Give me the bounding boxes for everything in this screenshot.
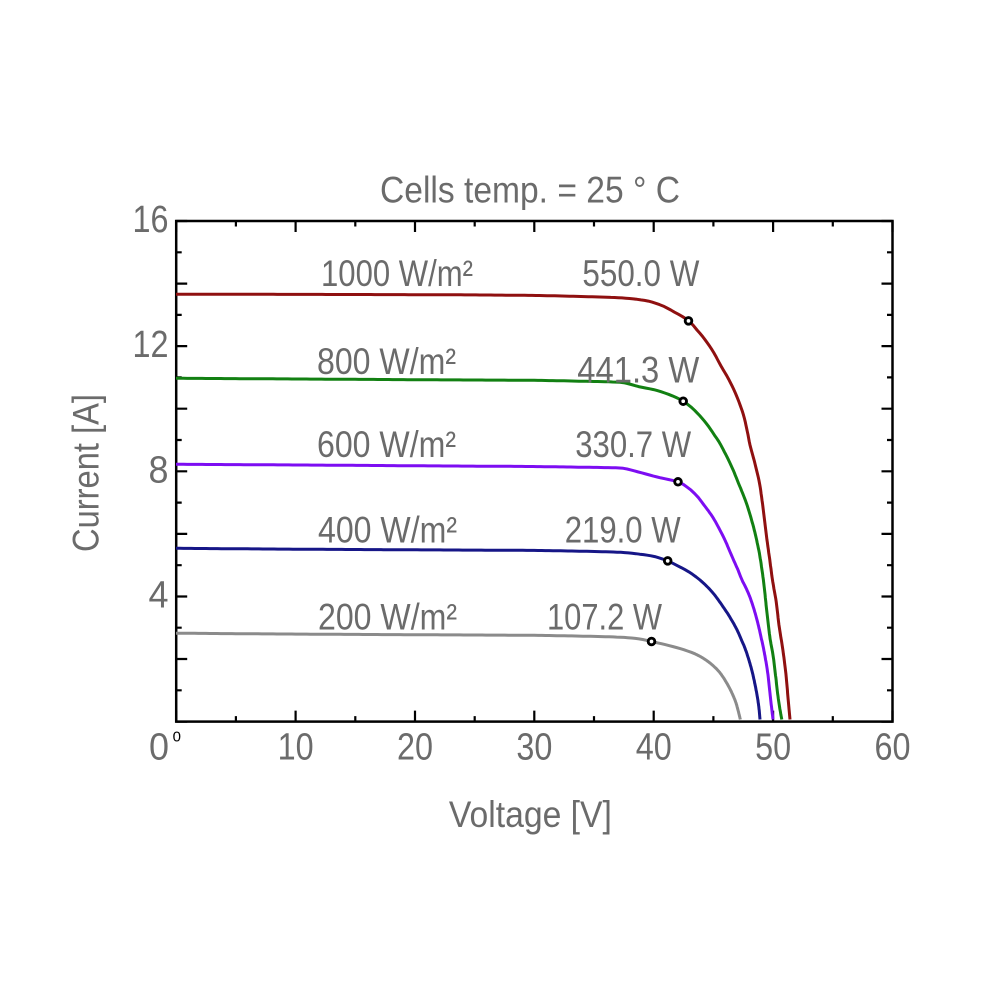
svg-text:441.3 W: 441.3 W bbox=[577, 350, 699, 391]
svg-text:600 W/m²: 600 W/m² bbox=[317, 424, 456, 465]
svg-text:219.0 W: 219.0 W bbox=[565, 510, 681, 551]
svg-text:400 W/m²: 400 W/m² bbox=[318, 510, 457, 551]
svg-text:0: 0 bbox=[149, 727, 169, 769]
svg-text:200 W/m²: 200 W/m² bbox=[318, 597, 457, 638]
svg-text:0: 0 bbox=[173, 729, 181, 746]
svg-text:Current [A]: Current [A] bbox=[66, 394, 107, 552]
svg-text:8: 8 bbox=[149, 449, 169, 491]
svg-text:Cells temp. = 25 ° C: Cells temp. = 25 ° C bbox=[380, 170, 680, 211]
svg-text:550.0 W: 550.0 W bbox=[582, 253, 699, 294]
svg-text:20: 20 bbox=[397, 727, 433, 769]
svg-text:4: 4 bbox=[149, 574, 169, 616]
svg-text:60: 60 bbox=[875, 727, 911, 769]
svg-text:330.7 W: 330.7 W bbox=[575, 424, 691, 465]
svg-text:107.2 W: 107.2 W bbox=[547, 597, 662, 638]
svg-text:16: 16 bbox=[133, 199, 169, 241]
svg-text:50: 50 bbox=[755, 727, 791, 769]
svg-text:12: 12 bbox=[133, 324, 169, 366]
svg-text:10: 10 bbox=[278, 727, 314, 769]
svg-text:1000 W/m²: 1000 W/m² bbox=[321, 253, 473, 294]
svg-text:Voltage [V]: Voltage [V] bbox=[449, 794, 612, 835]
svg-text:30: 30 bbox=[516, 727, 552, 769]
svg-text:40: 40 bbox=[636, 727, 672, 769]
svg-text:800 W/m²: 800 W/m² bbox=[317, 341, 456, 382]
